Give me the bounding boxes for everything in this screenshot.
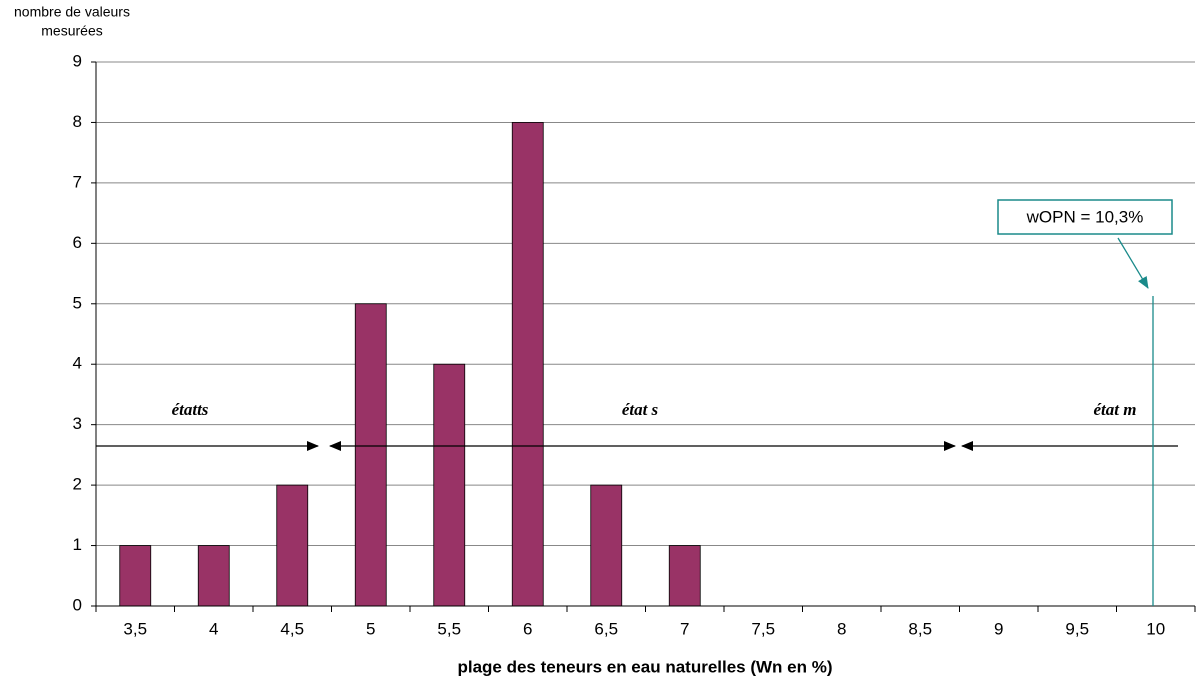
x-tick-label: 9 [994,619,1003,638]
x-tick-label: 10 [1146,619,1165,638]
annotation-box [997,199,1173,235]
x-tick-label: 5 [366,619,375,638]
x-tick-label: 8,5 [908,619,932,638]
annotation: état m [1094,400,1137,419]
bar [119,545,152,607]
x-tick-label: 6 [523,619,532,638]
y-tick-label: 2 [73,475,82,494]
annotation-arrow [1117,237,1149,289]
x-tick-label: 6,5 [594,619,618,638]
x-tick-label: 7 [680,619,689,638]
bar [511,122,544,607]
y-tick-label: 5 [73,293,82,312]
y-axis-label: mesurées [41,23,102,39]
y-tick-label: 1 [73,535,82,554]
bar [433,363,466,607]
y-tick-label: 0 [73,595,82,614]
y-tick-label: 6 [73,233,82,252]
bar [276,484,309,607]
annotation: wOPN = 10,3% [1026,207,1144,226]
annotation: état s [622,400,659,419]
bar [590,484,623,607]
annotation: étatts [172,400,209,419]
bar [354,303,387,607]
x-tick-label: 5,5 [437,619,461,638]
bar [197,545,230,607]
x-axis-label: plage des teneurs en eau naturelles (Wn … [457,657,832,676]
y-tick-label: 9 [73,51,82,70]
y-tick-label: 7 [73,172,82,191]
y-tick-label: 3 [73,414,82,433]
y-tick-label: 4 [73,354,82,373]
x-tick-label: 3,5 [123,619,147,638]
bar [668,545,701,607]
x-tick-label: 9,5 [1065,619,1089,638]
x-tick-label: 7,5 [751,619,775,638]
x-tick-label: 4,5 [280,619,304,638]
x-tick-label: 4 [209,619,218,638]
y-tick-label: 8 [73,112,82,131]
x-tick-label: 8 [837,619,846,638]
y-axis-label: nombre de valeurs [14,4,130,20]
